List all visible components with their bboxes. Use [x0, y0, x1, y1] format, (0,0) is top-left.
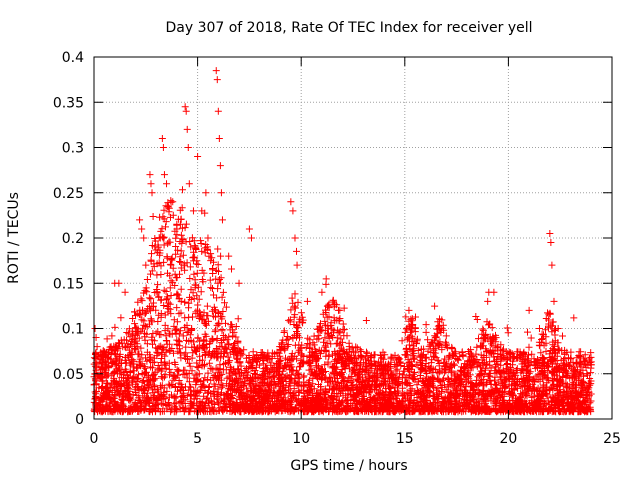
x-tick-label: 10: [292, 431, 310, 447]
data-point: [293, 261, 301, 269]
data-point: [218, 216, 226, 224]
data-point: [140, 234, 148, 242]
data-point: [148, 189, 156, 197]
data-point: [225, 252, 233, 260]
data-point: [142, 261, 150, 269]
data-point: [173, 225, 181, 233]
data-point: [136, 216, 144, 224]
y-tick-label: 0.3: [62, 141, 84, 157]
data-point: [194, 153, 202, 161]
data-point: [121, 288, 129, 296]
data-point: [473, 315, 481, 323]
data-point: [525, 306, 533, 314]
data-point: [189, 207, 197, 215]
y-axis-label: ROTI / TECUs: [6, 192, 22, 284]
data-point: [158, 134, 166, 142]
data-point: [147, 180, 155, 188]
x-axis-label: GPS time / hours: [290, 458, 407, 474]
data-point: [204, 234, 212, 242]
data-point: [291, 234, 299, 242]
y-tick-label: 0.05: [53, 367, 84, 383]
data-point: [212, 67, 220, 75]
data-point: [303, 297, 311, 305]
data-point: [169, 198, 177, 206]
data-point: [550, 297, 558, 305]
data-point: [577, 370, 585, 378]
data-point: [405, 306, 413, 314]
y-tick-label: 0: [75, 412, 84, 428]
data-point: [156, 234, 164, 242]
data-point: [247, 234, 255, 242]
data-point: [484, 297, 492, 305]
chart-title: Day 307 of 2018, Rate Of TEC Index for r…: [165, 20, 532, 36]
data-point: [198, 207, 206, 215]
y-tick-label: 0.25: [53, 186, 84, 202]
data-point: [548, 261, 556, 269]
y-tick-label: 0.2: [62, 231, 84, 247]
data-point: [115, 279, 123, 287]
data-point: [318, 288, 326, 296]
y-tick-label: 0.4: [62, 50, 84, 66]
data-point: [432, 334, 440, 342]
data-point: [202, 189, 210, 197]
data-point: [235, 279, 243, 287]
data-point: [509, 361, 517, 369]
data-point: [159, 144, 167, 151]
data-point: [185, 180, 193, 188]
data-point: [490, 288, 498, 296]
data-point: [535, 325, 543, 332]
data-point: [587, 361, 595, 369]
x-tick-label: 5: [193, 431, 202, 447]
data-point: [554, 325, 562, 332]
data-point: [183, 125, 191, 133]
plot-frame: [93, 56, 613, 420]
data-point: [287, 198, 295, 206]
axis-ticks: 0 0.05 0.1 0.15 0.2 0.25 0.3 0.35 0.4 0 5 10 15 20 25: [53, 50, 621, 447]
data-point: [546, 229, 554, 237]
data-point: [146, 171, 154, 179]
data-point: [215, 134, 223, 142]
data-point: [213, 76, 221, 84]
y-tick-label: 0.15: [53, 276, 84, 292]
data-point: [245, 225, 253, 233]
data-point: [217, 189, 225, 197]
y-tick-label: 0.35: [53, 95, 84, 111]
data-point: [214, 107, 222, 115]
data-point: [547, 239, 555, 247]
data-point: [163, 180, 171, 188]
data-point: [138, 225, 146, 233]
x-tick-label: 20: [499, 431, 517, 447]
data-point: [216, 162, 224, 170]
data-point: [182, 107, 190, 115]
data-point: [184, 144, 192, 151]
y-tick-label: 0.1: [62, 322, 84, 338]
data-point: [181, 103, 189, 111]
data-point: [160, 171, 168, 179]
x-tick-label: 15: [396, 431, 414, 447]
x-tick-label: 25: [603, 431, 621, 447]
data-point: [334, 306, 342, 314]
x-tick-label: 0: [90, 431, 99, 447]
data-point: [93, 343, 101, 351]
data-point: [411, 325, 419, 332]
data-point: [289, 207, 297, 215]
